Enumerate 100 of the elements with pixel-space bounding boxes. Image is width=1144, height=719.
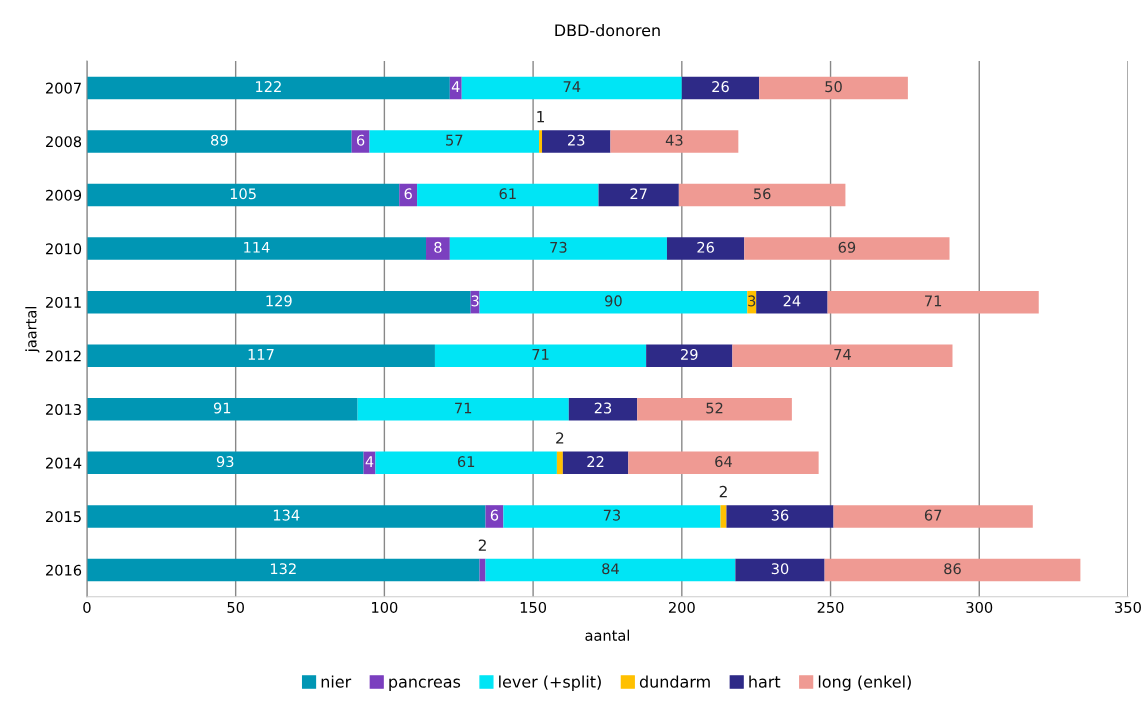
data-label: 52	[706, 402, 723, 414]
data-label: 3	[748, 295, 756, 307]
x-axis-title: aantal	[585, 629, 630, 641]
y-tick-label: 2014	[46, 457, 82, 469]
bar	[86, 76, 450, 100]
bar	[539, 130, 543, 153]
bar	[759, 76, 908, 100]
bar	[417, 183, 599, 207]
data-label: 24	[783, 295, 801, 307]
legend-label: lever (+split)	[499, 675, 601, 691]
data-label: 61	[499, 188, 516, 200]
data-label: 71	[532, 349, 549, 360]
bar	[666, 237, 745, 260]
data-label: 26	[712, 81, 729, 93]
bar	[369, 130, 540, 153]
bar	[479, 558, 486, 582]
bar	[86, 558, 480, 582]
bar	[503, 505, 721, 528]
bar	[485, 558, 736, 582]
y-axis-title: jaartal	[25, 307, 40, 353]
data-label: 134	[273, 509, 300, 521]
x-tick-label: 350	[1115, 601, 1141, 613]
legend-label: dundarm	[639, 675, 710, 688]
bar	[86, 290, 471, 314]
bar	[646, 344, 733, 367]
data-label: 122	[256, 81, 281, 92]
legend-label: pancreas	[389, 678, 461, 691]
x-tick-label: 100	[372, 601, 398, 613]
data-label: 4	[451, 81, 460, 92]
data-label: 22	[587, 456, 604, 467]
bar	[86, 130, 352, 153]
bar	[726, 505, 834, 528]
y-tick-label: 2016	[46, 564, 82, 576]
data-label: 23	[594, 402, 612, 414]
data-label: 23	[568, 134, 585, 146]
data-label: 2	[478, 539, 486, 551]
bar	[86, 344, 435, 367]
bar	[562, 451, 629, 475]
bar	[628, 451, 819, 475]
bar	[461, 76, 682, 100]
bar	[542, 130, 611, 153]
y-tick-label: 2015	[46, 511, 81, 523]
data-label: 6	[356, 134, 365, 146]
bar	[357, 398, 569, 421]
bar	[399, 183, 418, 207]
bar	[637, 398, 792, 421]
bar	[426, 237, 450, 260]
x-tick-label: 300	[966, 601, 993, 613]
bar	[833, 505, 1033, 528]
chart-title: DBD-donoren	[555, 23, 660, 37]
data-label: 90	[605, 295, 622, 307]
data-label: 6	[490, 509, 499, 521]
data-label: 129	[266, 295, 292, 307]
data-label: 50	[825, 81, 842, 93]
bar	[449, 237, 667, 260]
bar	[568, 398, 638, 421]
y-tick-label: 2013	[46, 404, 81, 416]
data-label: 1	[537, 111, 544, 123]
bar	[824, 558, 1081, 582]
bar	[827, 290, 1039, 314]
legend-label: long (enkel)	[818, 675, 911, 691]
y-tick-label: 2010	[46, 243, 82, 255]
data-label: 93	[216, 456, 234, 468]
bar	[375, 451, 557, 475]
bar	[434, 344, 647, 367]
data-label: 74	[563, 81, 581, 92]
data-label: 73	[550, 241, 567, 253]
data-label: 132	[270, 563, 296, 575]
y-tick-label: 2009	[46, 189, 82, 201]
data-label: 2	[719, 485, 727, 498]
data-label: 91	[213, 402, 231, 414]
bar	[86, 183, 400, 207]
data-label: 8	[434, 241, 442, 253]
data-label: 89	[211, 134, 228, 146]
bar	[744, 237, 950, 260]
legend-label: nier	[321, 675, 352, 688]
data-label: 86	[944, 563, 961, 575]
bar	[86, 237, 427, 260]
bar	[720, 505, 727, 528]
data-label: 3	[471, 295, 479, 307]
data-label: 2	[556, 432, 564, 444]
data-label: 26	[697, 241, 714, 253]
data-label: 105	[230, 188, 256, 200]
bar	[681, 76, 760, 100]
bar	[351, 130, 370, 153]
bar	[735, 558, 825, 582]
y-tick-label: 2007	[46, 82, 81, 94]
data-label: 117	[248, 349, 274, 360]
x-tick-label: 50	[227, 601, 244, 613]
data-label: 74	[834, 349, 851, 360]
data-label: 43	[665, 134, 683, 146]
data-label: 71	[925, 295, 942, 307]
data-label: 36	[771, 509, 789, 521]
data-label: 69	[838, 241, 856, 253]
x-tick-label: 0	[83, 601, 91, 613]
data-label: 4	[365, 456, 374, 467]
bar	[86, 398, 358, 421]
data-label: 84	[602, 563, 619, 575]
bar	[598, 183, 679, 207]
bar	[556, 451, 563, 475]
